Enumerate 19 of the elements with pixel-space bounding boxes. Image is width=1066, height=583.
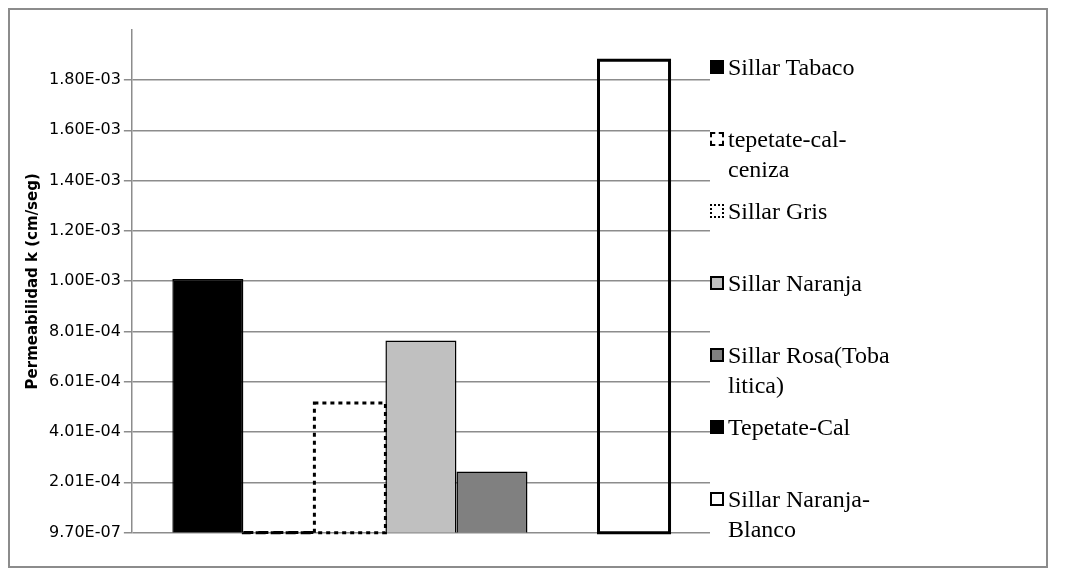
y-tick-label: 4.01E-04 [48, 421, 121, 441]
bar [597, 58, 672, 535]
legend-label: Tepetate-Cal [728, 413, 852, 442]
legend-label: Sillar Naranja [728, 269, 863, 298]
y-tick-label: 1.80E-03 [48, 69, 121, 89]
legend-label: Sillar Rosa(Toba litica) [728, 341, 891, 400]
legend-label: Sillar Gris [728, 197, 829, 226]
y-tick-label: 1.00E-03 [48, 270, 121, 290]
legend-label: Sillar Tabaco [728, 53, 856, 82]
y-tick-label: 9.70E-07 [48, 521, 121, 541]
y-tick-label: 1.60E-03 [48, 119, 121, 139]
y-tick-label: 6.01E-04 [48, 370, 121, 390]
y-tick-label: 1.40E-03 [48, 169, 121, 189]
y-tick-label: 8.01E-04 [48, 320, 121, 340]
legend-label: Sillar Naranja-Blanco [728, 485, 871, 544]
y-tick-label: 1.20E-03 [48, 220, 121, 240]
y-axis-title: Permeabilidad k (cm/seg) [22, 173, 41, 390]
legend-label: tepetate-cal-ceniza [728, 125, 848, 184]
y-tick-label: 2.01E-04 [48, 471, 121, 491]
